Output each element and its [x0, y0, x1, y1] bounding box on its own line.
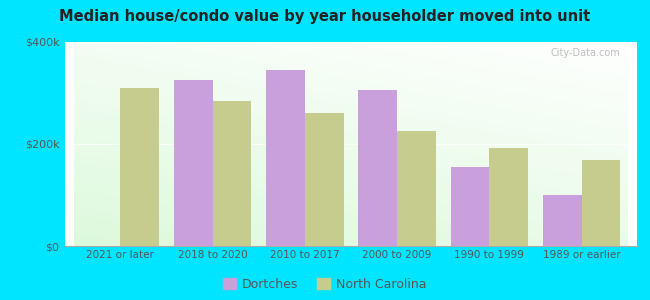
- Bar: [358, 90, 397, 246]
- Bar: [489, 148, 528, 246]
- Bar: [305, 113, 344, 246]
- Bar: [120, 88, 159, 246]
- Bar: [450, 167, 489, 246]
- Text: City-Data.com: City-Data.com: [550, 48, 620, 58]
- Bar: [213, 100, 252, 246]
- Bar: [582, 160, 620, 246]
- Legend: Dortches, North Carolina: Dortches, North Carolina: [224, 278, 426, 291]
- Bar: [397, 131, 436, 246]
- Text: Median house/condo value by year householder moved into unit: Median house/condo value by year househo…: [59, 9, 591, 24]
- Bar: [543, 195, 582, 246]
- Bar: [174, 80, 213, 246]
- Bar: [266, 70, 305, 246]
